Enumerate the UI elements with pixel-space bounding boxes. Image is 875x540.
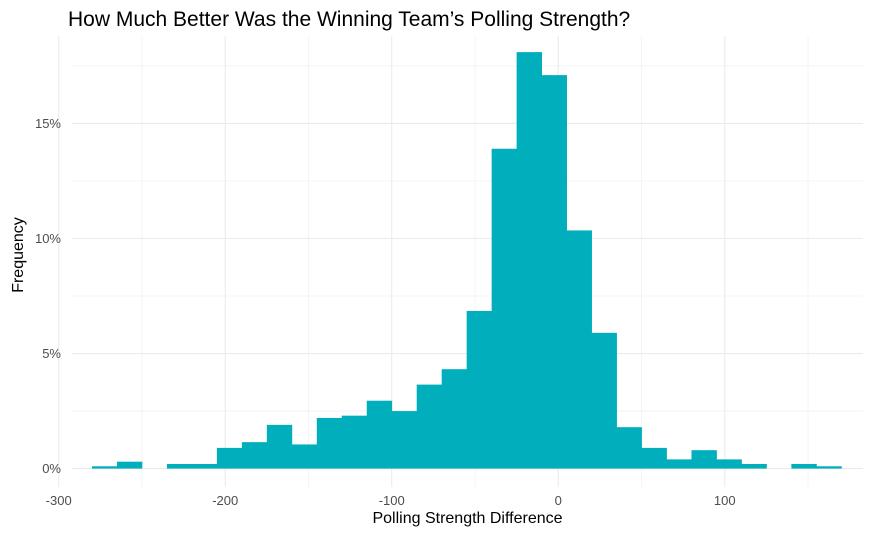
y-axis-ticks: 0% 5% 10% 15% (35, 116, 61, 476)
histogram-bar (666, 459, 692, 469)
histogram-bar (341, 415, 368, 469)
histogram-bar (591, 332, 617, 469)
histogram-bar (441, 369, 468, 469)
histogram-bar (366, 400, 393, 469)
x-axis-ticks: -300 -200 -100 0 100 (46, 493, 736, 508)
y-tick-label: 10% (35, 231, 61, 246)
histogram-bars (91, 52, 842, 469)
histogram-bar (316, 417, 343, 469)
x-tick-label: -300 (46, 493, 72, 508)
histogram-bar (416, 384, 443, 469)
histogram-bar (491, 148, 518, 469)
histogram-bar (566, 230, 592, 469)
y-tick-label: 5% (42, 346, 61, 361)
y-tick-label: 0% (42, 461, 61, 476)
x-axis-label: Polling Strength Difference (0, 510, 875, 528)
x-tick-label: 100 (714, 493, 736, 508)
chart-title: How Much Better Was the Winning Team’s P… (68, 8, 631, 31)
histogram-bar (91, 466, 118, 469)
x-tick-label: -200 (212, 493, 238, 508)
x-tick-label: -100 (379, 493, 405, 508)
histogram-bar (641, 447, 667, 469)
y-tick-label: 15% (35, 116, 61, 131)
histogram-bar (116, 461, 143, 469)
histogram-bar (516, 52, 543, 469)
histogram-bar (791, 463, 817, 469)
histogram-bar (466, 310, 493, 469)
histogram-bar (741, 463, 767, 469)
y-axis-label: Frequency (10, 217, 27, 293)
histogram-bar (291, 444, 318, 469)
histogram-bar (691, 450, 717, 469)
histogram-bar (391, 411, 418, 469)
x-tick-label: 0 (555, 493, 562, 508)
histogram-bar (241, 442, 268, 469)
histogram-bar (266, 424, 293, 469)
histogram-bar (616, 427, 642, 469)
x-axis-label-text: Polling Strength Difference (372, 510, 563, 527)
histogram-bar (191, 463, 218, 469)
histogram-bar (816, 466, 842, 469)
histogram-bar (216, 447, 243, 469)
histogram-bar (166, 463, 193, 469)
histogram-bar (541, 75, 567, 469)
histogram-bar (716, 459, 742, 469)
